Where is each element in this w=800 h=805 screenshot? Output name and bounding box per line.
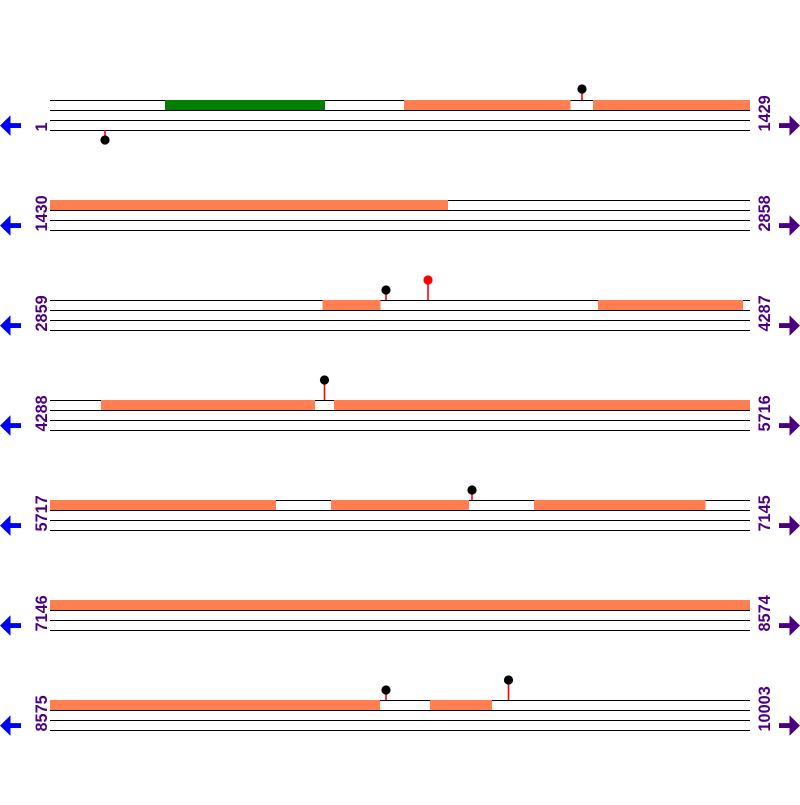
svg-text:5716: 5716 — [756, 395, 774, 431]
svg-text:8574: 8574 — [756, 595, 774, 631]
svg-text:1429: 1429 — [756, 95, 774, 131]
svg-text:4287: 4287 — [756, 295, 774, 331]
svg-text:7145: 7145 — [756, 495, 774, 531]
svg-text:8575: 8575 — [33, 695, 51, 731]
svg-text:10003: 10003 — [756, 686, 774, 731]
svg-text:5717: 5717 — [33, 495, 51, 531]
svg-text:2858: 2858 — [756, 195, 774, 231]
svg-text:1: 1 — [33, 122, 51, 131]
svg-text:2859: 2859 — [33, 295, 51, 331]
svg-text:4288: 4288 — [33, 395, 51, 431]
svg-text:1430: 1430 — [33, 195, 51, 231]
svg-text:7146: 7146 — [33, 595, 51, 631]
